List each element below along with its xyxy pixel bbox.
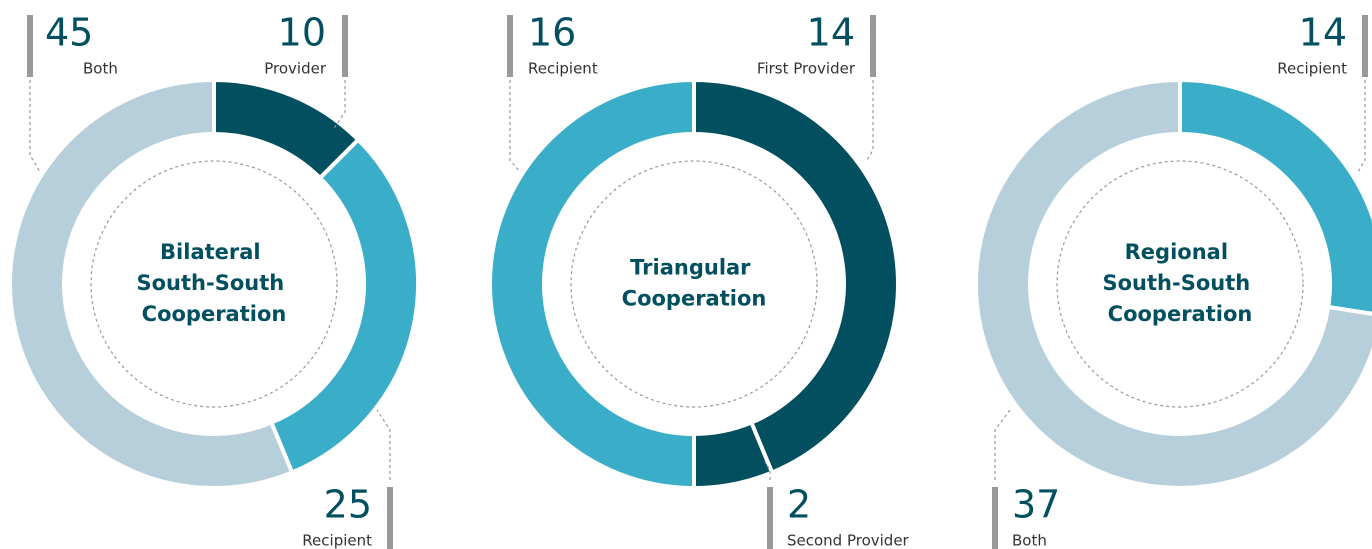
segment-label: Second Provider: [787, 532, 910, 549]
segment-value: 2: [787, 483, 811, 527]
chart-title: Bilateral South-South Cooperation: [136, 240, 291, 326]
donut-segment: [974, 77, 1372, 490]
inner-ring: [1056, 160, 1304, 408]
segment-label: Recipient: [528, 60, 598, 78]
segment-label: Both: [1012, 532, 1047, 549]
leader-line: [865, 80, 874, 163]
leader-line: [29, 80, 41, 173]
segment-label: Provider: [264, 60, 327, 78]
inner-ring: [90, 160, 338, 408]
leader-line: [1357, 80, 1366, 173]
segment-label: Recipient: [1277, 60, 1347, 78]
segment-label: Both: [83, 60, 118, 78]
segment-value: 45: [45, 11, 93, 55]
donut-segment: [692, 77, 900, 476]
segment-label: First Provider: [757, 60, 856, 78]
leader-line: [376, 409, 391, 480]
segment-label: Recipient: [302, 532, 372, 549]
leader-line: [332, 80, 346, 131]
donut-segment: [8, 77, 295, 490]
segment-value: 14: [1299, 11, 1347, 55]
donut-segment: [1178, 77, 1372, 316]
donut-segment: [488, 77, 696, 491]
chart-title: Triangular Cooperation: [622, 256, 767, 311]
leader-line: [509, 80, 521, 173]
segment-value: 16: [528, 11, 576, 55]
segment-value: 10: [278, 11, 326, 55]
donut-segment: [268, 136, 420, 476]
segment-value: 14: [807, 11, 855, 55]
leader-line: [994, 409, 1011, 480]
segment-value: 25: [324, 483, 372, 527]
segment-value: 37: [1012, 483, 1060, 527]
chart-title: Regional South-South Cooperation: [1102, 240, 1257, 326]
inner-ring: [570, 160, 818, 408]
